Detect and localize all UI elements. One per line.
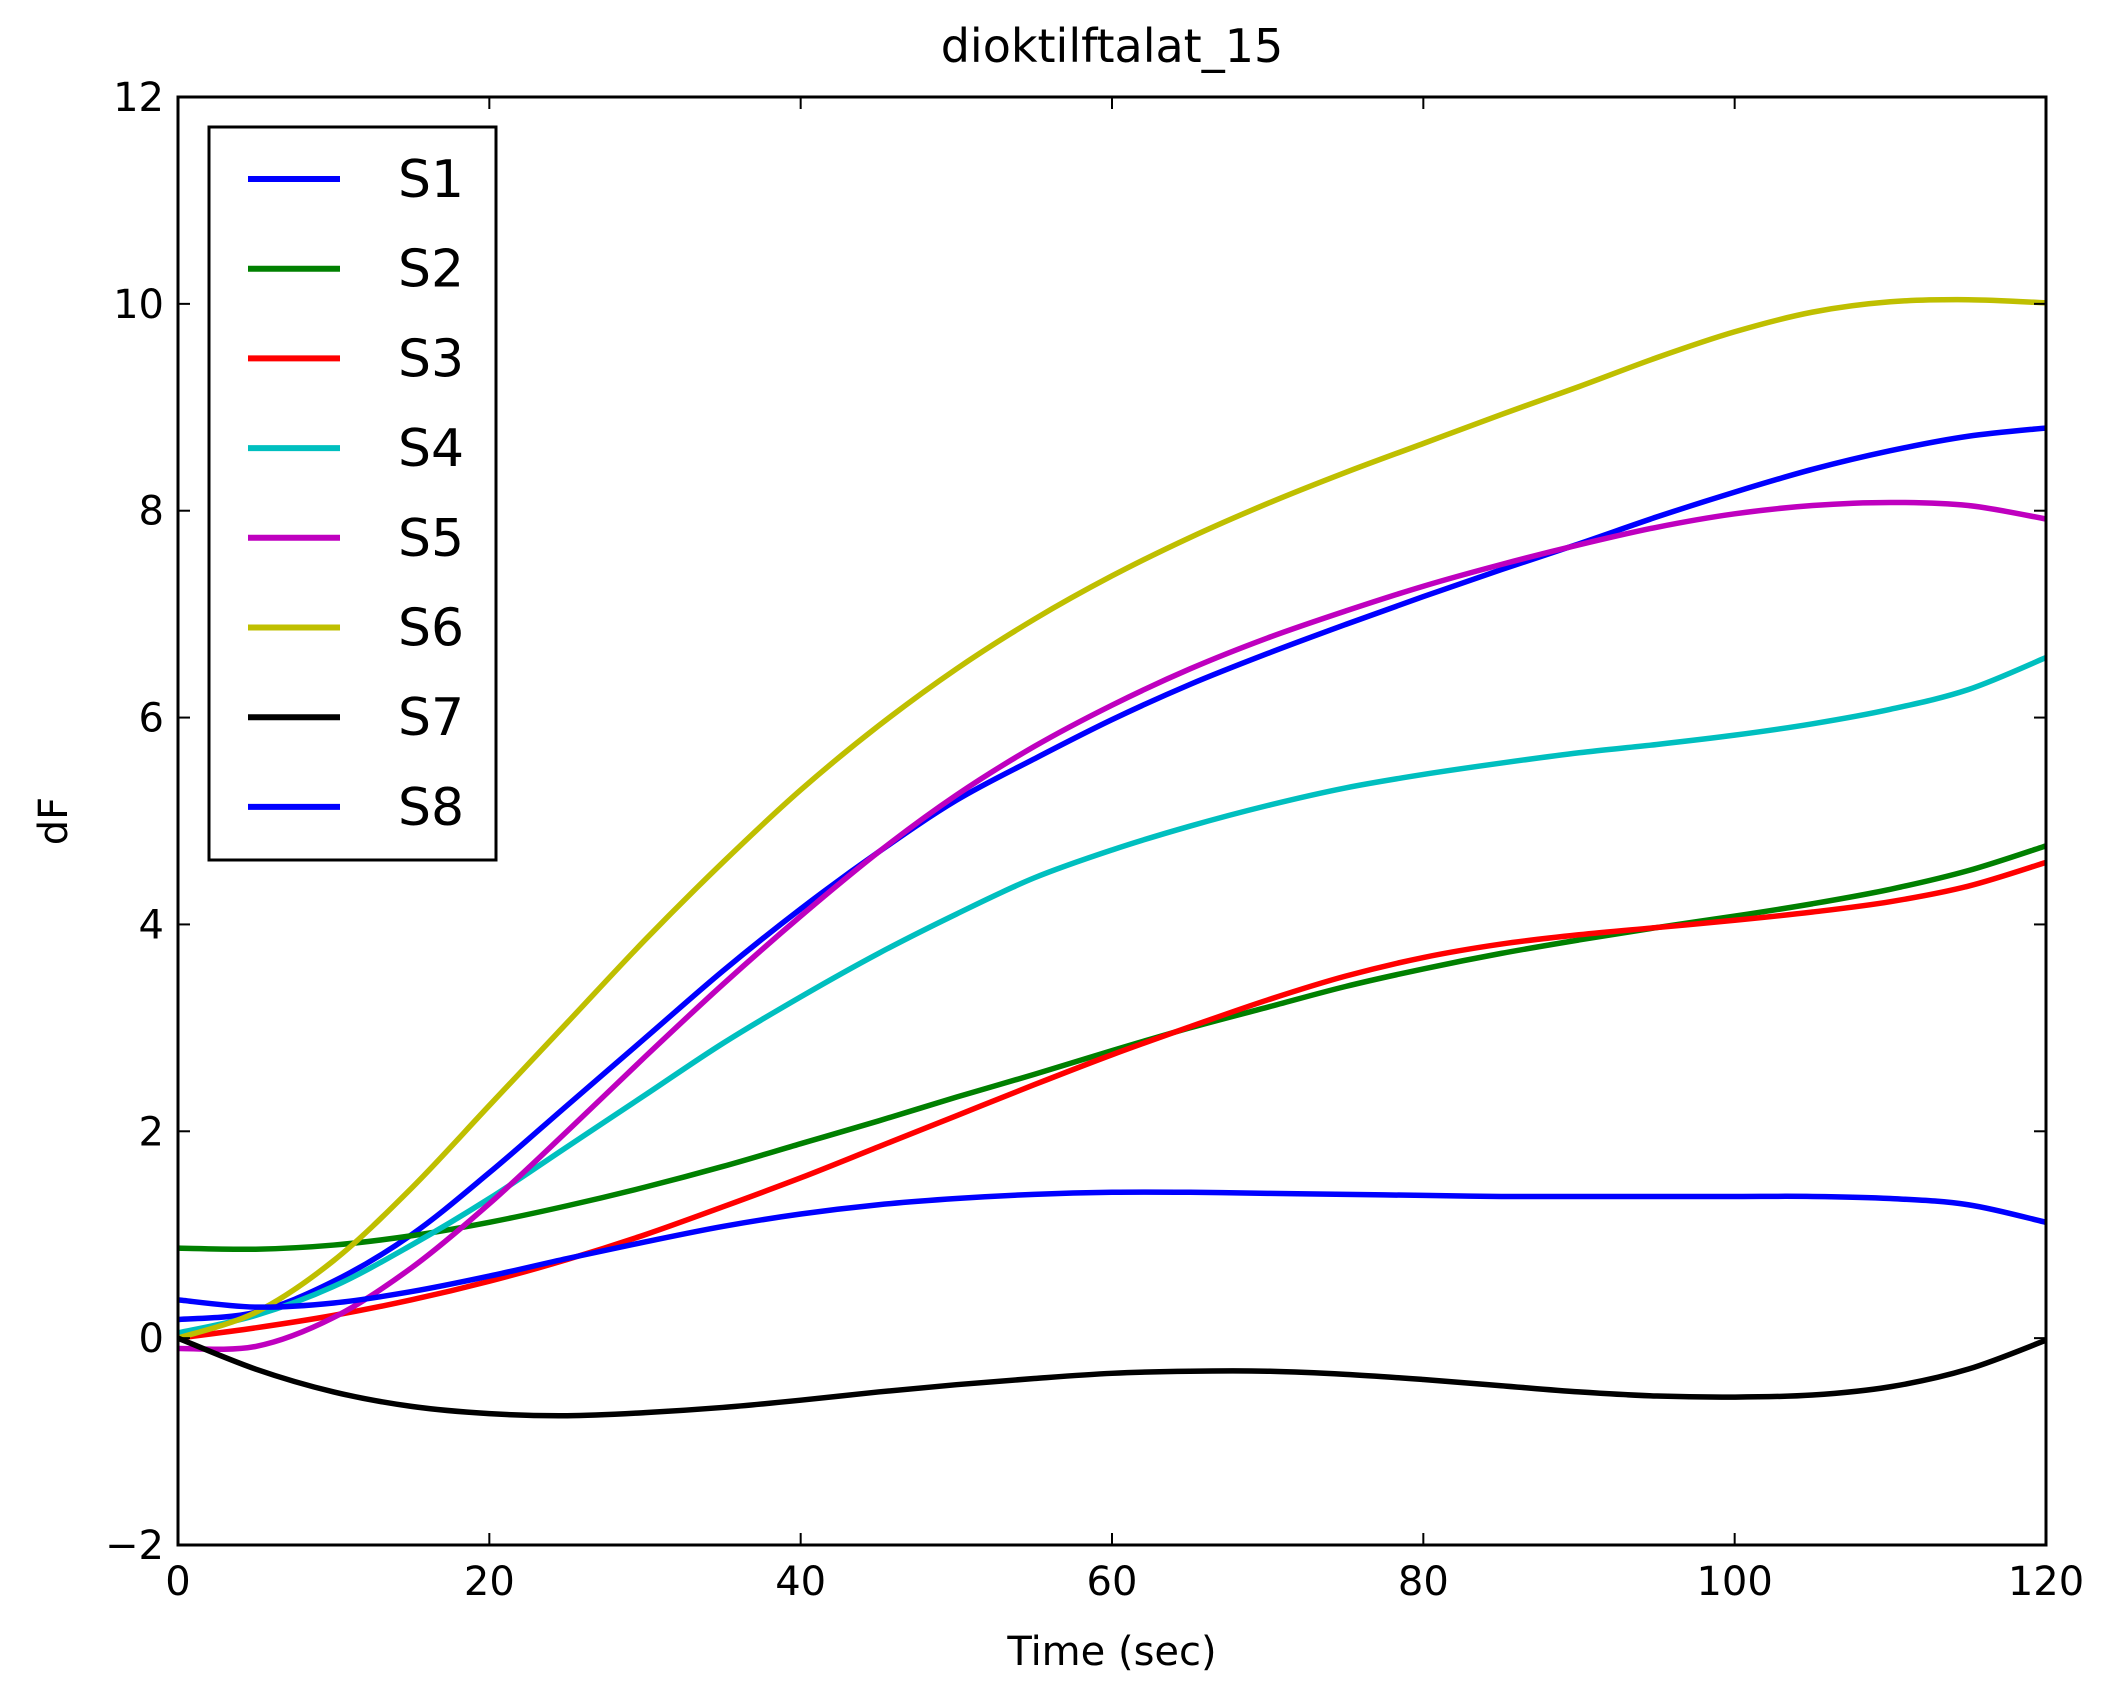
legend-label: S2: [398, 240, 464, 300]
series-line-s7: [178, 1335, 2046, 1419]
legend-item-s3: S3: [248, 329, 464, 389]
legend-label: S4: [398, 419, 464, 479]
series-line-s6: [178, 296, 2046, 1341]
legend-item-s2: S2: [248, 240, 464, 300]
series-line-s4: [178, 654, 2046, 1336]
legend-frame: [207, 125, 498, 862]
y-tick-label: 4: [139, 902, 164, 948]
series-line-s5: [178, 499, 2046, 1353]
x-tick-label: 80: [1398, 1559, 1449, 1605]
y-tick-label: 2: [139, 1109, 164, 1155]
legend-label: S8: [398, 778, 464, 838]
y-axis-label: dF: [31, 797, 77, 845]
legend-label: S5: [398, 509, 464, 569]
x-tick-label: 20: [464, 1559, 515, 1605]
legend-item-s1: S1: [248, 150, 464, 210]
legend-label: S6: [398, 599, 464, 659]
chart-title: dioktilftalat_15: [941, 19, 1284, 73]
legend: S1 S2 S3 S4 S5 S6 S7 S8: [207, 125, 498, 862]
y-tick-label: 12: [113, 75, 164, 121]
legend-item-s6: S6: [248, 599, 464, 659]
x-tick-label: 60: [1087, 1559, 1138, 1605]
y-tick-label: 0: [139, 1316, 164, 1362]
legend-label: S1: [398, 150, 464, 210]
y-tick-label: 8: [139, 489, 164, 535]
x-tick-label: 40: [775, 1559, 826, 1605]
y-tick-label: 6: [139, 696, 164, 742]
legend-label: S7: [398, 688, 464, 748]
series-line-s1: [178, 425, 2046, 1323]
legend-item-s7: S7: [248, 688, 464, 748]
x-tick-label: 120: [2008, 1559, 2084, 1605]
legend-label: S3: [398, 329, 464, 389]
legend-item-s5: S5: [248, 509, 464, 569]
x-tick-label: 0: [165, 1559, 190, 1605]
legend-item-s8: S8: [248, 778, 464, 838]
legend-item-s4: S4: [248, 419, 464, 479]
series-layer: [178, 296, 2046, 1419]
y-tick-label: 10: [113, 282, 164, 328]
series-line-s3: [178, 859, 2046, 1341]
x-axis-label: Time (sec): [1006, 1629, 1216, 1675]
plot-frame: [176, 95, 2048, 1547]
y-tick-label: −2: [105, 1523, 164, 1569]
x-tick-label: 100: [1696, 1559, 1772, 1605]
series-line-s8: [178, 1189, 2046, 1310]
series-line-s2: [178, 843, 2046, 1253]
